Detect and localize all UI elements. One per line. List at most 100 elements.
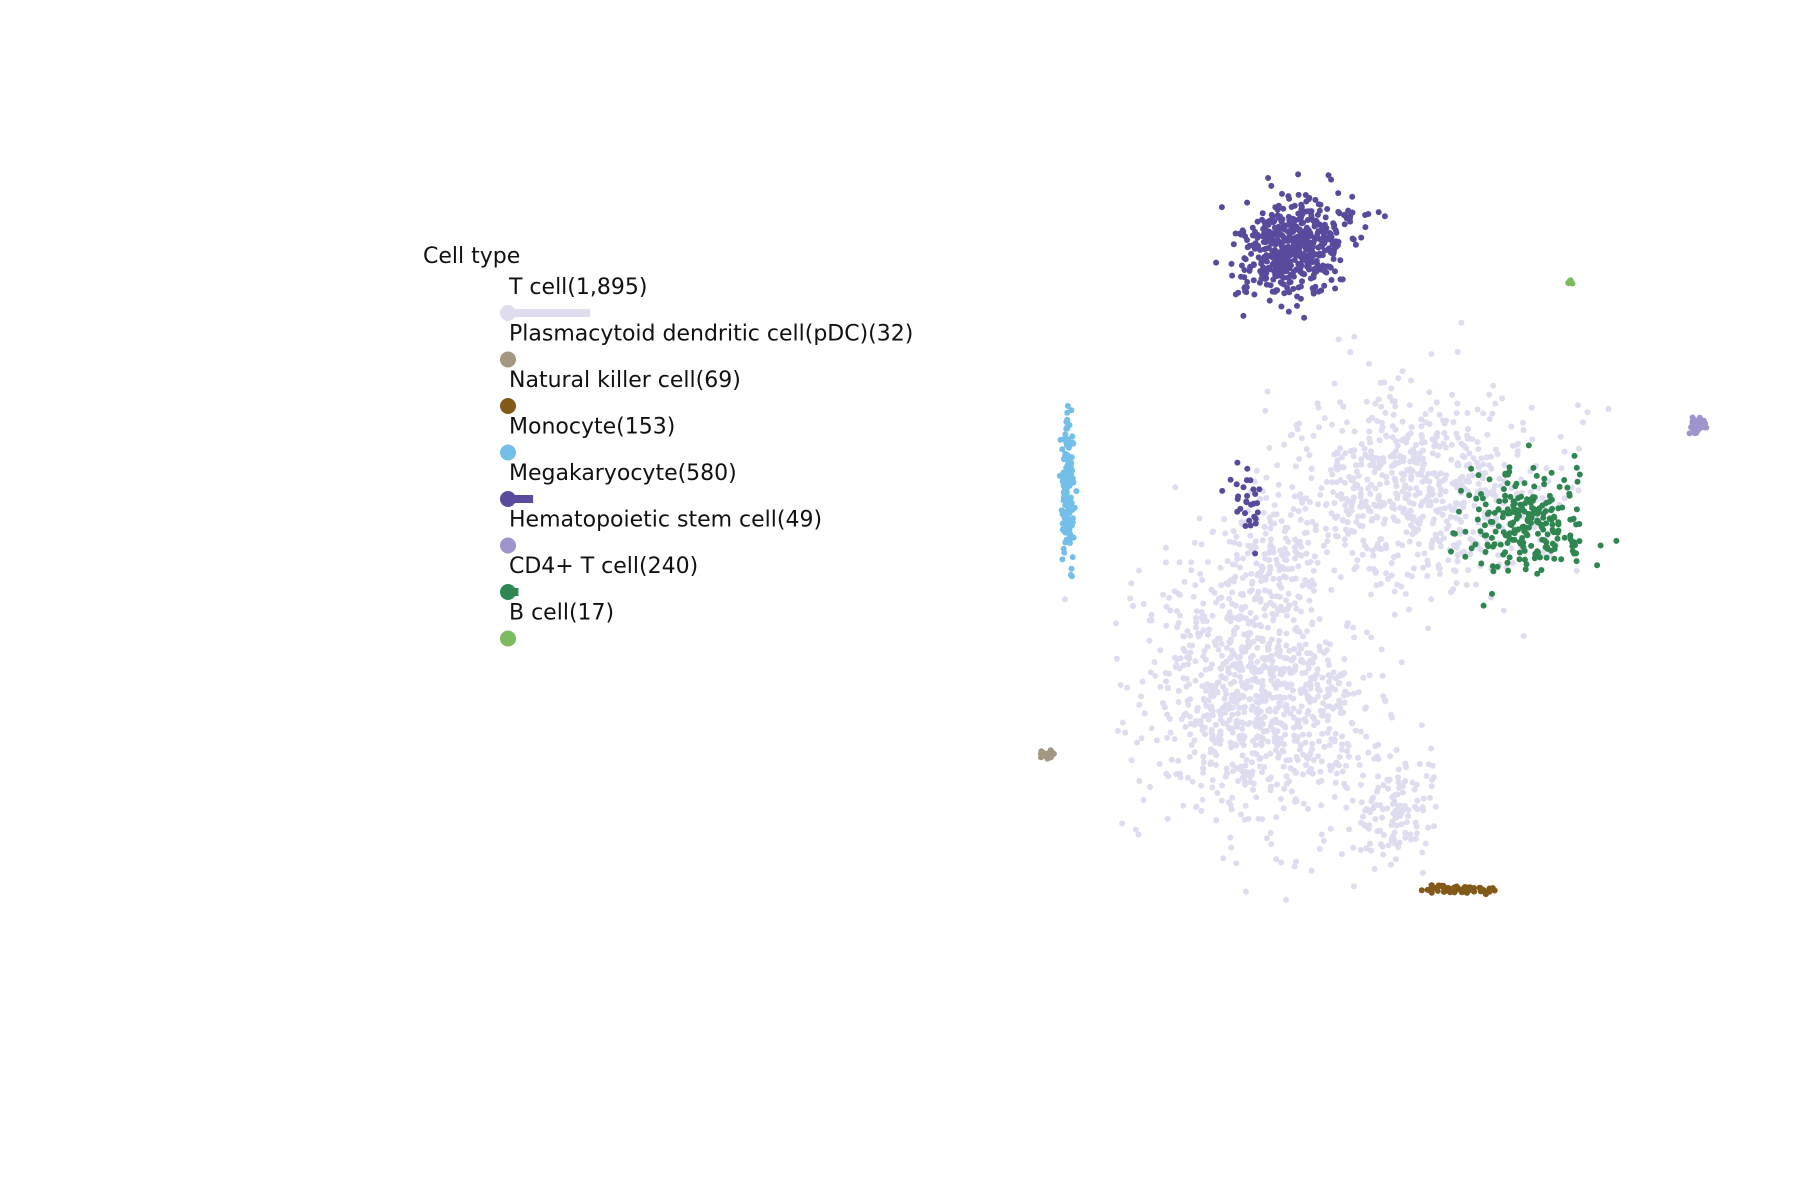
point-t-cell — [1318, 802, 1325, 809]
point-t-cell — [1406, 402, 1413, 409]
point-t-cell — [1410, 456, 1417, 463]
point-cd4-t-cell — [1519, 505, 1525, 511]
point-t-cell — [1283, 557, 1290, 564]
point-t-cell — [1350, 844, 1357, 851]
point-t-cell — [1237, 811, 1244, 818]
point-t-cell — [1372, 400, 1379, 407]
point-t-cell — [1428, 596, 1435, 603]
point-t-cell — [1334, 533, 1341, 540]
point-t-cell — [1349, 797, 1356, 804]
point-t-cell — [1337, 574, 1344, 581]
point-cd4-t-cell — [1522, 566, 1529, 573]
point-t-cell — [1392, 856, 1399, 863]
point-megakaryocyte — [1247, 477, 1254, 484]
point-t-cell — [1558, 465, 1565, 472]
point-megakaryocyte — [1301, 314, 1308, 321]
point-megakaryocyte — [1321, 282, 1328, 289]
point-t-cell — [1466, 450, 1473, 457]
point-t-cell — [1379, 424, 1386, 430]
point-megakaryocyte — [1322, 214, 1329, 221]
point-cd4-t-cell — [1477, 528, 1484, 535]
point-t-cell — [1267, 566, 1274, 573]
point-t-cell — [1356, 762, 1363, 768]
point-megakaryocyte — [1242, 510, 1248, 517]
point-t-cell — [1331, 738, 1338, 745]
point-t-cell — [1217, 740, 1223, 747]
point-t-cell — [1252, 538, 1259, 545]
point-t-cell — [1363, 805, 1370, 812]
point-t-cell — [1380, 693, 1387, 700]
point-t-cell — [1297, 516, 1304, 523]
point-t-cell — [1259, 720, 1266, 727]
point-cd4-t-cell — [1478, 491, 1484, 497]
point-t-cell — [1291, 600, 1298, 607]
point-t-cell — [1259, 638, 1266, 645]
point-t-cell — [1329, 421, 1335, 428]
point-monocyte — [1069, 433, 1076, 440]
point-t-cell — [1307, 685, 1314, 692]
point-t-cell — [1414, 830, 1420, 837]
point-t-cell — [1186, 681, 1193, 688]
point-t-cell — [1391, 840, 1398, 847]
point-t-cell — [1223, 720, 1230, 727]
point-cd4-t-cell — [1569, 541, 1576, 548]
legend-label: Natural killer cell(69) — [509, 368, 741, 393]
point-megakaryocyte — [1254, 218, 1261, 225]
point-t-cell — [1539, 495, 1546, 502]
point-t-cell — [1119, 719, 1126, 726]
point-t-cell — [1219, 602, 1226, 609]
point-t-cell — [1326, 661, 1332, 668]
point-t-cell — [1263, 474, 1270, 481]
point-t-cell — [1290, 617, 1297, 624]
point-t-cell — [1344, 519, 1351, 526]
point-t-cell — [1211, 736, 1218, 743]
point-cd4-t-cell — [1504, 559, 1511, 566]
point-t-cell — [1368, 452, 1375, 459]
point-t-cell — [1393, 814, 1400, 821]
point-t-cell — [1403, 467, 1410, 474]
point-cd4-t-cell — [1556, 483, 1563, 490]
point-megakaryocyte — [1309, 285, 1316, 292]
point-cd4-t-cell — [1567, 536, 1574, 543]
point-t-cell — [1270, 575, 1277, 582]
point-t-cell — [1448, 589, 1454, 596]
point-megakaryocyte — [1240, 312, 1247, 319]
point-t-cell — [1264, 738, 1271, 745]
point-t-cell — [1295, 719, 1302, 726]
point-t-cell — [1478, 455, 1485, 462]
point-cd4-t-cell — [1472, 541, 1479, 548]
point-t-cell — [1216, 708, 1223, 715]
point-natural-killer-cell — [1463, 884, 1469, 891]
point-cd4-t-cell — [1490, 568, 1497, 575]
point-t-cell — [1161, 704, 1168, 711]
point-t-cell — [1222, 709, 1229, 716]
point-cd4-t-cell — [1548, 469, 1555, 476]
point-t-cell — [1408, 476, 1415, 483]
point-t-cell — [1414, 551, 1421, 558]
legend-marker — [500, 351, 516, 368]
point-t-cell — [1354, 557, 1361, 564]
point-t-cell — [1337, 704, 1344, 711]
point-t-cell — [1273, 556, 1280, 563]
point-cd4-t-cell — [1513, 507, 1520, 513]
point-megakaryocyte — [1317, 236, 1324, 243]
point-t-cell — [1325, 712, 1332, 719]
point-cd4-t-cell — [1448, 548, 1454, 555]
point-t-cell — [1429, 520, 1436, 527]
point-hematopoietic-stem-cell — [1694, 426, 1701, 433]
point-cd4-t-cell — [1569, 516, 1576, 523]
point-t-cell — [1303, 495, 1310, 502]
point-t-cell — [1202, 666, 1209, 673]
point-t-cell — [1282, 731, 1289, 738]
point-cd4-t-cell — [1554, 535, 1561, 542]
point-t-cell — [1438, 543, 1444, 550]
point-t-cell — [1456, 516, 1463, 523]
point-megakaryocyte — [1250, 277, 1257, 284]
point-monocyte — [1059, 446, 1066, 453]
legend-item-monocyte: Monocyte(153) — [500, 415, 675, 461]
point-t-cell — [1307, 657, 1314, 664]
point-t-cell — [1302, 505, 1309, 512]
point-cd4-t-cell — [1597, 542, 1604, 549]
point-t-cell — [1301, 685, 1307, 692]
point-cd4-t-cell — [1524, 518, 1531, 525]
